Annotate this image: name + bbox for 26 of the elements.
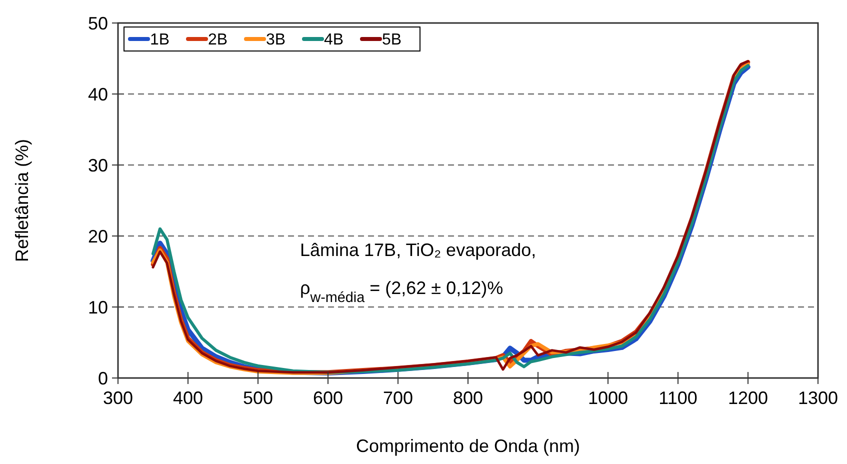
annotation: Lâmina 17B, TiO₂ evaporado, bbox=[300, 240, 536, 260]
x-tick-label: 500 bbox=[242, 388, 274, 408]
y-tick-label: 20 bbox=[88, 226, 108, 246]
annotation: ρ$_{w-média}$ = (2,62 ± 0,12)% bbox=[300, 278, 504, 306]
legend-label: 5B bbox=[382, 32, 402, 49]
x-tick-label: 1000 bbox=[588, 388, 628, 408]
y-tick-label: 40 bbox=[88, 84, 108, 104]
x-tick-label: 700 bbox=[382, 388, 414, 408]
y-tick-label: 50 bbox=[88, 13, 108, 34]
x-tick-label: 800 bbox=[452, 388, 484, 408]
x-tick-label: 1200 bbox=[728, 388, 768, 408]
legend-label: 2B bbox=[208, 32, 228, 49]
x-tick-label: 900 bbox=[522, 388, 554, 408]
x-tick-label: 600 bbox=[312, 388, 344, 408]
legend-label: 4B bbox=[324, 32, 344, 49]
y-axis-title: Refletância (%) bbox=[12, 138, 32, 262]
x-tick-label: 1100 bbox=[658, 388, 698, 408]
legend-label: 1B bbox=[150, 32, 170, 49]
y-tick-label: 30 bbox=[88, 155, 108, 176]
y-tick-label: 0 bbox=[98, 368, 108, 388]
legend-label: 3B bbox=[266, 32, 286, 49]
x-tick-label: 300 bbox=[102, 388, 134, 408]
x-axis-title: Comprimento de Onda (nm) bbox=[356, 436, 580, 456]
x-tick-label: 1300 bbox=[798, 388, 838, 408]
x-tick-label: 400 bbox=[172, 388, 204, 408]
y-tick-label: 10 bbox=[88, 297, 108, 318]
